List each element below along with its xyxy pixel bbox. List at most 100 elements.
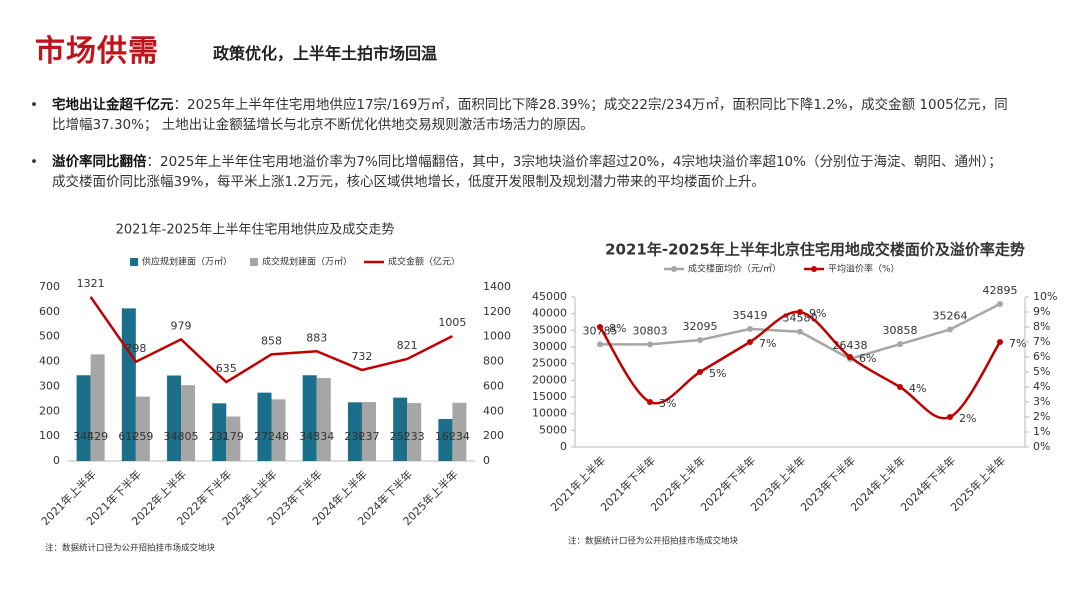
legend-label: 平均溢价率（%）	[828, 263, 900, 275]
chart-title: 2021年-2025年上半年北京住宅用地成交楼面价及溢价率走势	[605, 241, 1025, 259]
bar	[181, 385, 196, 461]
legend-label: 成交金额（亿元）	[388, 256, 460, 268]
point	[597, 341, 603, 348]
y2-tick-label: 10%	[1033, 290, 1057, 303]
y-tick-label: 15000	[532, 390, 567, 403]
y-tick-label: 10000	[532, 407, 567, 420]
y-tick-label: 500	[39, 330, 60, 343]
bar	[257, 392, 272, 461]
bar	[347, 402, 362, 461]
y-tick-label: 600	[39, 305, 60, 318]
bar	[361, 402, 376, 461]
data-label: 883	[306, 331, 327, 344]
data-label: 9%	[809, 307, 826, 320]
point	[997, 339, 1003, 345]
y-tick-label: 300	[39, 379, 60, 392]
point	[947, 414, 953, 420]
data-label: 30803	[633, 324, 668, 337]
y-tick-label: 700	[39, 280, 60, 293]
y-tick-label: 45000	[532, 290, 567, 303]
bar	[393, 397, 408, 461]
data-label: 7%	[759, 337, 776, 350]
y2-tick-label: 0	[483, 454, 490, 467]
data-label: 305	[178, 430, 199, 443]
point	[747, 339, 753, 345]
bullet-keyword: 溢价率同比翻倍	[52, 154, 147, 170]
legend-swatch	[250, 258, 258, 266]
legend-label: 成交规划建面（万㎡）	[262, 256, 352, 268]
data-label: 234	[449, 430, 470, 443]
point	[897, 341, 903, 348]
point	[797, 309, 803, 315]
y2-tick-label: 7%	[1033, 335, 1050, 348]
data-label: 1321	[77, 277, 105, 290]
data-label: 30858	[883, 324, 918, 337]
data-label: 248	[268, 430, 289, 443]
data-label: 275	[254, 430, 275, 443]
data-label: 236	[344, 430, 365, 443]
bar	[438, 418, 453, 461]
data-label: 635	[216, 362, 237, 375]
y2-tick-label: 400	[483, 404, 504, 417]
data-label: 821	[397, 339, 418, 352]
point	[697, 369, 703, 375]
data-label: 858	[261, 334, 282, 347]
data-label: 1005	[438, 316, 466, 329]
y2-tick-label: 200	[483, 429, 504, 442]
y2-tick-label: 5%	[1033, 365, 1050, 378]
data-label: 179	[223, 430, 244, 443]
line	[89, 296, 453, 384]
point	[647, 341, 653, 348]
data-label: 259	[132, 430, 153, 443]
bullet-keyword: 宅地出让金超千亿元	[52, 97, 174, 113]
bar	[167, 375, 182, 461]
point	[847, 354, 853, 360]
slide-title: 市场供需	[35, 34, 159, 69]
legend-swatch	[130, 258, 138, 266]
data-label: 237	[358, 430, 379, 443]
data-label: 233	[404, 430, 425, 443]
bar	[316, 377, 331, 461]
y2-tick-label: 800	[483, 355, 504, 368]
y-tick-label: 200	[39, 404, 60, 417]
note: 注：数据统计口径为公开招拍挂市场成交地块	[45, 543, 216, 554]
data-label: 979	[171, 319, 192, 332]
point	[897, 384, 903, 390]
bar	[135, 396, 150, 461]
legend-marker	[811, 266, 817, 272]
y-tick-label: 35000	[532, 323, 567, 336]
data-label: 344	[164, 430, 185, 443]
y2-tick-label: 8%	[1033, 320, 1050, 333]
y2-tick-label: 4%	[1033, 380, 1050, 393]
data-label: 2%	[959, 412, 976, 425]
data-label: 255	[390, 430, 411, 443]
y2-tick-label: 1000	[483, 330, 511, 343]
data-label: 798	[125, 342, 146, 355]
y2-tick-label: 1400	[483, 280, 511, 293]
data-label: 8%	[609, 322, 626, 335]
bar	[76, 375, 91, 461]
y2-tick-label: 3%	[1033, 395, 1050, 408]
data-label: 42895	[983, 284, 1018, 297]
legend-marker	[671, 266, 677, 272]
bar	[452, 402, 467, 461]
point	[747, 325, 753, 332]
point	[647, 399, 653, 405]
y-tick-label: 0	[53, 454, 60, 467]
point	[697, 337, 703, 344]
data-label: 232	[209, 430, 230, 443]
y-tick-label: 0	[560, 440, 567, 453]
bar	[302, 375, 317, 461]
bar	[226, 416, 241, 461]
y-tick-label: 5000	[539, 423, 567, 436]
y-tick-label: 20000	[532, 373, 567, 386]
point	[797, 328, 803, 335]
y2-tick-label: 0%	[1033, 440, 1050, 453]
point	[947, 326, 953, 333]
data-label: 7%	[1009, 337, 1026, 350]
y2-tick-label: 600	[483, 379, 504, 392]
bar	[271, 399, 286, 461]
y-tick-label: 30000	[532, 340, 567, 353]
